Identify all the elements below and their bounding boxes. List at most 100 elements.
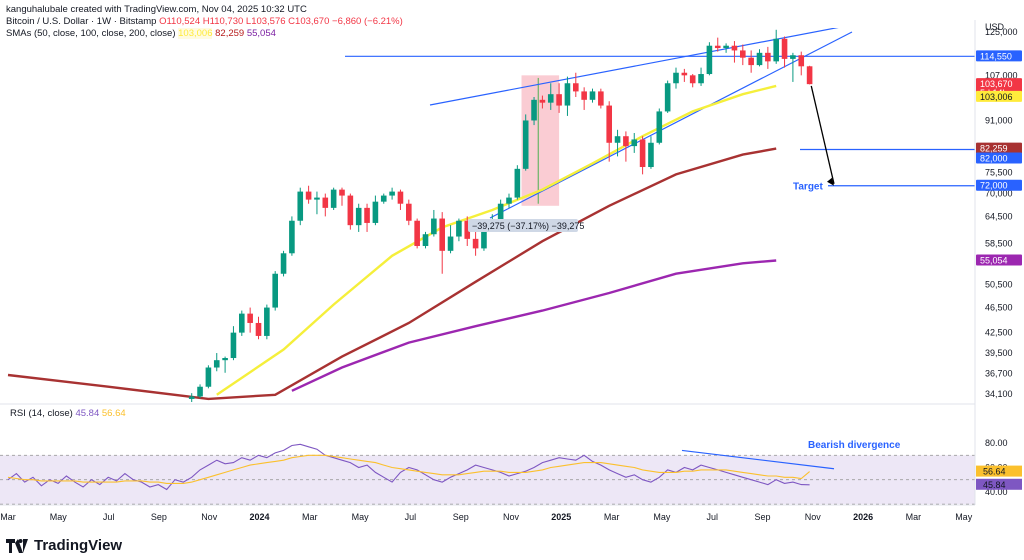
candle-body: [698, 74, 704, 84]
candle-body: [531, 99, 537, 121]
y-tick-label: 42,500: [985, 328, 1013, 338]
x-tick-label: May: [955, 512, 973, 522]
candle-body: [790, 55, 796, 59]
y-tick-label: 64,500: [985, 211, 1013, 221]
candle-body: [464, 220, 471, 239]
sma100-value: 82,259: [215, 28, 245, 39]
ohlc-change: −6,860 (−6.21%): [332, 16, 403, 27]
candle-body: [247, 313, 253, 323]
candle-body: [297, 191, 304, 221]
candle-body: [740, 50, 746, 58]
price-tag: 55,054: [976, 254, 1022, 266]
candle-body: [272, 273, 278, 308]
candle-body: [606, 105, 612, 143]
candle-body: [330, 189, 337, 208]
y-tick-label: 34,100: [985, 389, 1013, 399]
rsi-ma-value: 56.64: [101, 408, 126, 419]
candle-body: [765, 52, 771, 62]
x-tick-label: Mar: [604, 512, 620, 522]
price-tag-bg: [976, 254, 1022, 266]
candle-body: [806, 66, 813, 85]
currency-label: USD: [985, 22, 1005, 32]
y-tick-label: 70,000: [985, 189, 1013, 199]
candle-body: [197, 386, 203, 397]
wedge-lower-line: [489, 31, 853, 219]
rsi-y-tick-label: 40.00: [985, 487, 1008, 497]
x-tick-label: May: [352, 512, 370, 522]
y-tick-label: 50,500: [985, 280, 1013, 290]
projection-arrow: [810, 85, 835, 184]
x-tick-label: Jul: [706, 512, 718, 522]
candle-body: [681, 72, 688, 76]
x-tick-label: Nov: [805, 512, 822, 522]
candle-body: [556, 94, 562, 106]
y-tick-label: 91,000: [985, 115, 1013, 125]
divergence-line: [681, 449, 835, 470]
candle-body: [731, 45, 738, 51]
candle-body: [506, 197, 512, 204]
rsi-ma-tag: 56.64: [983, 467, 1006, 477]
sma50-value: 103,006: [178, 28, 213, 39]
candle-body: [639, 139, 646, 168]
chart-legend: kanguhalubale created with TradingView.c…: [6, 4, 403, 40]
candle-body: [497, 203, 504, 221]
candle-body: [581, 91, 587, 100]
symbol-line: Bitcoin / U.S. Dollar · 1W · Bitstamp O1…: [6, 16, 403, 28]
candle-body: [213, 360, 220, 368]
ohlc-low: L103,576: [245, 16, 286, 27]
price-tag: 82,000: [976, 152, 1022, 164]
candle-body: [723, 45, 729, 49]
y-tick-label: 75,500: [985, 168, 1013, 178]
y-tick-label: 107,000: [985, 70, 1018, 80]
tradingview-logo: TradingView: [6, 537, 122, 554]
candle-body: [431, 218, 437, 235]
candle-body: [230, 332, 237, 359]
price-tag-bg: [976, 179, 1022, 191]
candle-body: [656, 111, 663, 143]
candle-body: [598, 91, 604, 106]
price-tag-label: 82,000: [980, 153, 1008, 163]
measure-label-bg: [468, 219, 578, 232]
candle-body: [222, 358, 228, 361]
x-tick-label: May: [653, 512, 671, 522]
price-tag: 72,000: [976, 179, 1022, 191]
rsi-label: RSI (14, close): [10, 408, 73, 419]
candle-body: [447, 236, 454, 251]
price-tag-label: 82,259: [980, 144, 1008, 154]
candle-body: [706, 45, 713, 75]
candle-body: [439, 218, 445, 251]
sma-label: SMAs (50, close, 100, close, 200, close): [6, 28, 176, 39]
projection-arrow-head: [827, 177, 834, 186]
symbol-name: Bitcoin / U.S. Dollar · 1W · Bitstamp: [6, 16, 157, 27]
candle-body: [623, 136, 629, 147]
price-tag-bg: [976, 142, 1022, 154]
candle-body: [239, 313, 245, 333]
candle-body: [589, 91, 596, 100]
rsi-y-tick-label: 80.00: [985, 438, 1008, 448]
x-tick-label: 2025: [551, 512, 571, 522]
candle-body: [564, 83, 571, 106]
ohlc-close: C103,670: [288, 16, 330, 27]
rsi-legend: RSI (14, close) 45.84 56.64: [10, 408, 126, 419]
x-tick-label: Jul: [405, 512, 417, 522]
candle-body: [305, 191, 312, 200]
sma200-value: 55,054: [246, 28, 276, 39]
candle-body: [380, 195, 387, 202]
price-tag-bg: [976, 152, 1022, 164]
x-tick-label: Mar: [906, 512, 922, 522]
candle-body: [314, 197, 320, 200]
rsi-value: 45.84: [75, 408, 100, 419]
price-tag: 114,550: [976, 50, 1022, 62]
price-tag: 82,259: [976, 142, 1022, 154]
rsi-tag: 45.84: [983, 480, 1006, 490]
candle-body: [264, 307, 270, 336]
candle-body: [648, 142, 654, 168]
x-tick-label: Sep: [754, 512, 770, 522]
price-plot: [7, 28, 975, 402]
candle-body: [456, 220, 462, 237]
candle-body: [406, 203, 412, 221]
price-tag-bg: [976, 50, 1022, 62]
ohlc-high: H110,730: [202, 16, 244, 27]
y-tick-label: 36,700: [985, 369, 1013, 379]
y-tick-label: 46,500: [985, 303, 1013, 313]
